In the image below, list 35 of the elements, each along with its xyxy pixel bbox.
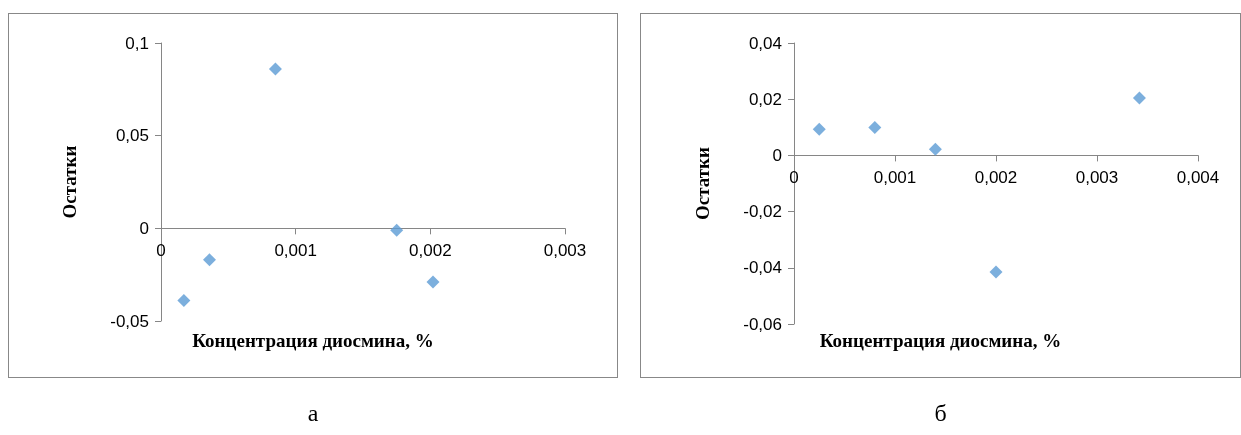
point [390, 223, 404, 237]
text: а [306, 400, 320, 427]
text: б [933, 400, 948, 427]
y-tick-label: 0,05 [115, 126, 149, 146]
point [426, 275, 440, 289]
x-axis-title: Концентрация диосмина, % [819, 330, 1062, 351]
y-tick-label: 0,04 [748, 33, 782, 53]
x-tick-label: 0,001 [873, 168, 917, 188]
point [268, 62, 282, 76]
y-tick-label: -0,06 [743, 314, 782, 334]
x-tick-label: 0,001 [274, 241, 317, 261]
y-axis-title: Остатки [692, 146, 713, 221]
x-tick-label: 0,002 [974, 168, 1018, 188]
x-tick-label: 0,004 [1176, 168, 1220, 188]
y-tick-label: -0,04 [743, 258, 782, 278]
point [202, 253, 216, 267]
x-tick-label: 0,003 [1075, 168, 1119, 188]
x-axis-title: Концентрация диосмина, % [192, 330, 434, 351]
y-tick-label: 0,1 [125, 33, 149, 53]
point [989, 265, 1003, 279]
x-tick-label: 0 [156, 241, 166, 261]
point [1132, 91, 1146, 105]
y-axis-title: Остатки [59, 145, 80, 219]
point [177, 294, 191, 308]
x-tick-label: 0 [789, 168, 799, 188]
y-tick-label: 0 [772, 145, 782, 165]
x-tick-label: 0,002 [409, 241, 452, 261]
y-tick-label: -0,05 [110, 311, 149, 331]
x-tick-label: 0,003 [543, 241, 587, 261]
point [868, 121, 882, 135]
y-tick-label: 0,02 [748, 89, 782, 109]
point [928, 142, 942, 156]
y-tick-label: 0 [139, 218, 149, 238]
point [812, 122, 826, 136]
y-tick-label: -0,02 [743, 202, 782, 222]
